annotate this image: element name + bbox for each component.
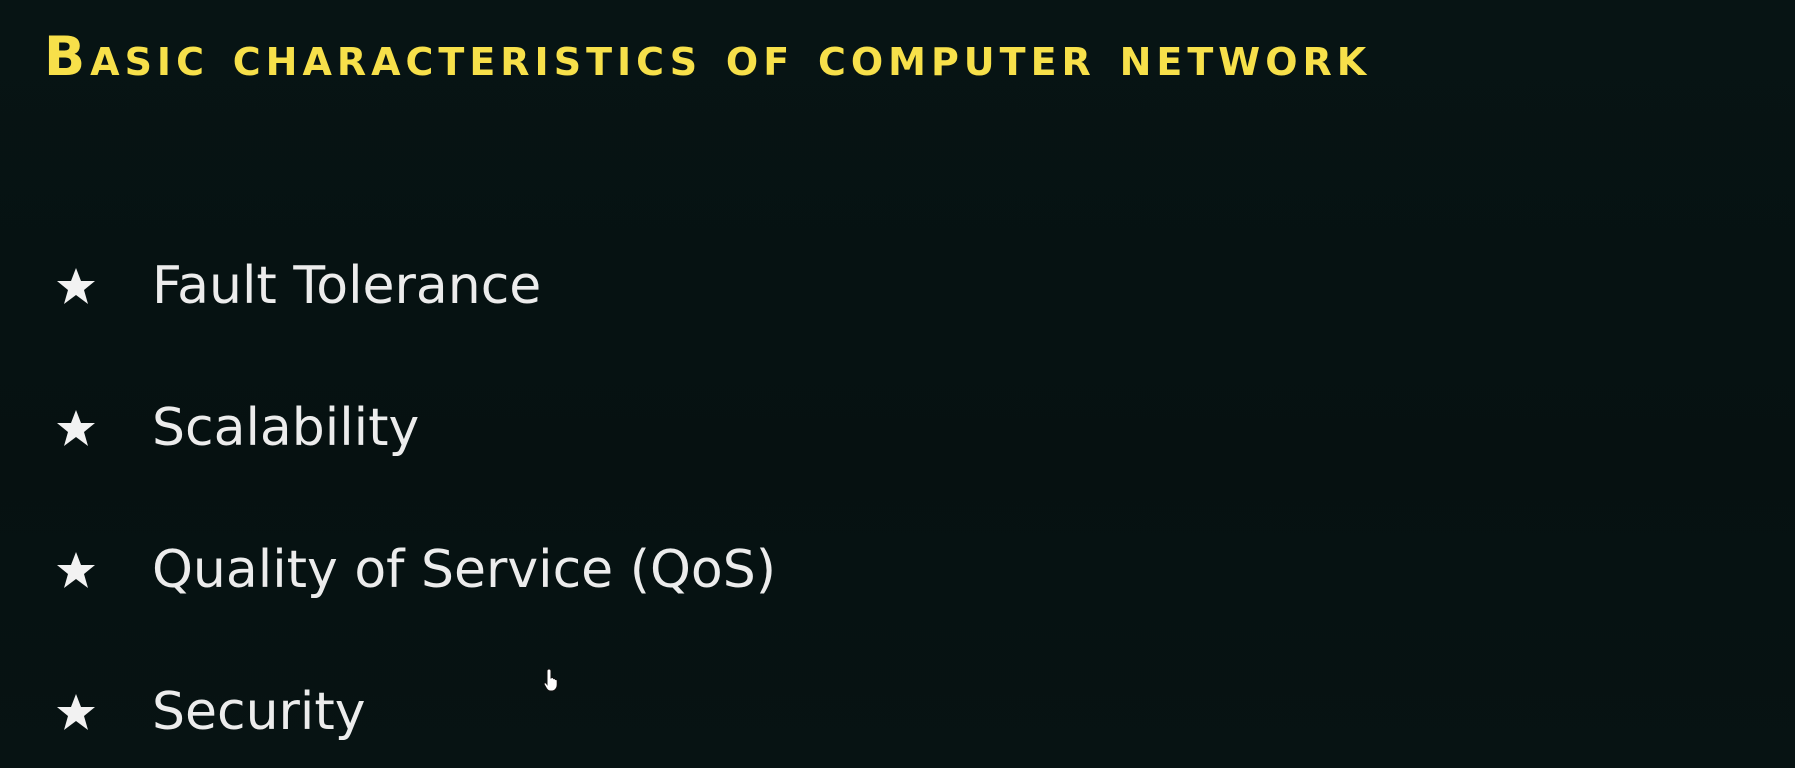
list-item: Scalability (46, 357, 776, 499)
list-item-label: Fault Tolerance (152, 256, 542, 316)
hand-pointer-icon (543, 668, 561, 692)
star-icon (46, 256, 106, 316)
slide-title: Basic characteristics of computer networ… (44, 25, 1372, 88)
star-icon (46, 540, 106, 600)
list-item-label: Security (152, 682, 366, 742)
list-item-label: Quality of Service (QoS) (152, 540, 777, 600)
list-item: Quality of Service (QoS) (46, 499, 776, 641)
list-item: Fault Tolerance (46, 215, 776, 357)
list-item-label: Scalability (152, 398, 420, 458)
star-icon (46, 398, 106, 458)
characteristics-list: Fault Tolerance Scalability Quality of S… (46, 215, 776, 768)
list-item: Security (46, 641, 776, 768)
star-icon (46, 682, 106, 742)
